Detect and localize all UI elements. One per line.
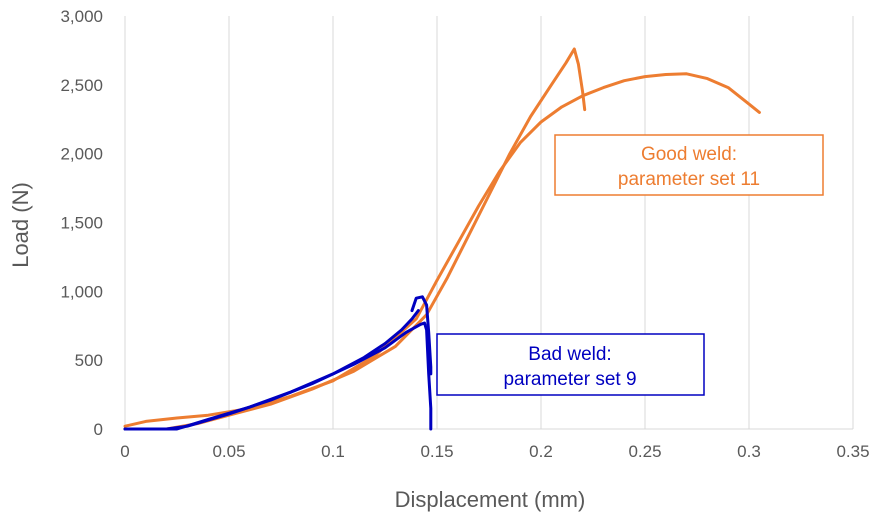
bad-weld-annotation: Bad weld: parameter set 9: [436, 333, 705, 396]
x-tick-label: 0.2: [529, 442, 553, 461]
y-tick-label: 1,500: [60, 214, 103, 233]
x-tick-label: 0.1: [321, 442, 345, 461]
y-tick-label: 0: [94, 420, 103, 439]
tick-labels: 0 0.05 0.1 0.15 0.2 0.25 0.3 0.35 0 500 1,000 1,500…: [60, 7, 869, 461]
x-axis-title: Displacement (mm): [395, 487, 586, 512]
x-tick-label: 0.05: [212, 442, 245, 461]
bad-weld-annotation-line2: parameter set 9: [503, 369, 636, 390]
grid-lines: [124, 16, 854, 430]
good-weld-annotation-box: [554, 134, 824, 196]
bad-weld-annotation-line1: Bad weld:: [528, 344, 611, 365]
y-tick-label: 2,500: [60, 76, 103, 95]
x-tick-label: 0.35: [836, 442, 869, 461]
bad-weld-annotation-box: [436, 333, 705, 396]
good-weld-curve-2: [123, 47, 587, 431]
series-lines: [123, 47, 761, 431]
x-tick-label: 0.25: [628, 442, 661, 461]
good-weld-annotation: Good weld: parameter set 11: [554, 134, 824, 196]
good-weld-annotation-line2: parameter set 11: [618, 169, 760, 190]
y-tick-label: 3,000: [60, 7, 103, 26]
x-tick-label: 0.3: [737, 442, 761, 461]
bad-weld-curve-4: [123, 309, 420, 431]
bad-weld-curve-5: [410, 295, 433, 376]
y-axis-title: Load (N): [8, 182, 33, 268]
x-tick-label: 0.15: [420, 442, 453, 461]
good-weld-annotation-line1: Good weld:: [641, 144, 737, 165]
y-tick-label: 1,000: [60, 282, 103, 301]
y-tick-label: 2,000: [60, 145, 103, 164]
bad-weld-curve-3: [123, 321, 433, 431]
y-tick-label: 500: [75, 351, 103, 370]
x-tick-label: 0: [120, 442, 129, 461]
